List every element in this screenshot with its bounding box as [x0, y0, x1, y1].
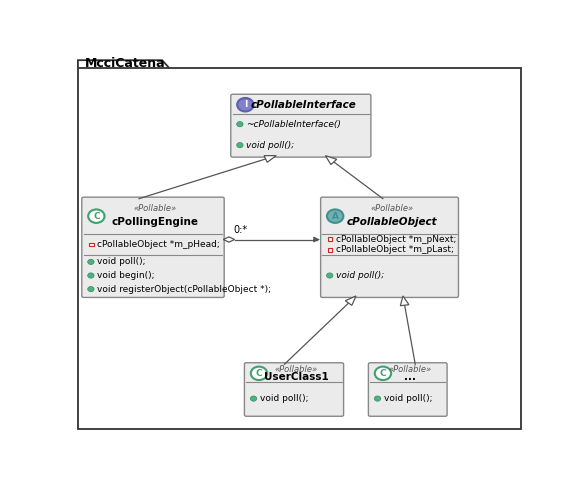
Text: void begin();: void begin();	[97, 271, 155, 280]
Circle shape	[250, 396, 257, 401]
Text: 0:*: 0:*	[234, 225, 248, 235]
Text: void poll();: void poll();	[260, 394, 308, 403]
Bar	[89, 243, 93, 246]
Text: void poll();: void poll();	[384, 394, 433, 403]
Text: UserClass1: UserClass1	[264, 372, 329, 382]
Circle shape	[251, 366, 267, 380]
Text: «Pollable»: «Pollable»	[389, 365, 431, 374]
Text: ...: ...	[404, 372, 416, 382]
Circle shape	[326, 273, 333, 278]
Circle shape	[87, 259, 94, 264]
FancyBboxPatch shape	[231, 94, 371, 157]
Circle shape	[327, 209, 343, 223]
Circle shape	[237, 122, 243, 127]
Polygon shape	[264, 156, 276, 162]
Polygon shape	[325, 156, 337, 165]
Text: A: A	[332, 212, 339, 221]
Text: «Pollable»: «Pollable»	[370, 204, 413, 213]
Text: I: I	[244, 100, 247, 109]
Text: cPollableInterface: cPollableInterface	[250, 100, 356, 110]
Bar	[328, 248, 332, 252]
Text: void registerObject(cPollableObject *);: void registerObject(cPollableObject *);	[97, 285, 271, 294]
Text: cPollableObject: cPollableObject	[346, 217, 437, 227]
Text: void poll();: void poll();	[247, 140, 295, 150]
FancyBboxPatch shape	[369, 363, 447, 417]
Text: cPollableObject *m_pNext;: cPollableObject *m_pNext;	[336, 235, 457, 243]
Circle shape	[87, 287, 94, 292]
Text: void poll();: void poll();	[97, 258, 146, 266]
Circle shape	[375, 366, 391, 380]
Text: C: C	[93, 212, 100, 221]
Polygon shape	[223, 237, 235, 242]
Circle shape	[237, 98, 254, 111]
Circle shape	[88, 209, 104, 223]
Text: cPollingEngine: cPollingEngine	[112, 217, 199, 227]
Text: ~cPollableInterface(): ~cPollableInterface()	[247, 120, 341, 129]
FancyBboxPatch shape	[321, 197, 458, 297]
Text: C: C	[380, 369, 386, 378]
Bar	[328, 237, 332, 241]
Text: cPollableObject *m_pLast;: cPollableObject *m_pLast;	[336, 245, 454, 254]
Polygon shape	[400, 296, 409, 306]
FancyBboxPatch shape	[82, 197, 224, 297]
Circle shape	[375, 396, 381, 401]
Text: McciCatena: McciCatena	[85, 57, 166, 70]
Text: void poll();: void poll();	[336, 271, 384, 280]
Text: C: C	[256, 369, 262, 378]
Text: «Pollable»: «Pollable»	[134, 204, 177, 213]
Polygon shape	[345, 296, 356, 305]
Text: cPollableObject *m_pHead;: cPollableObject *m_pHead;	[97, 240, 220, 249]
Circle shape	[237, 142, 243, 148]
FancyBboxPatch shape	[244, 363, 343, 417]
Text: «Pollable»: «Pollable»	[275, 365, 318, 374]
Circle shape	[87, 273, 94, 278]
